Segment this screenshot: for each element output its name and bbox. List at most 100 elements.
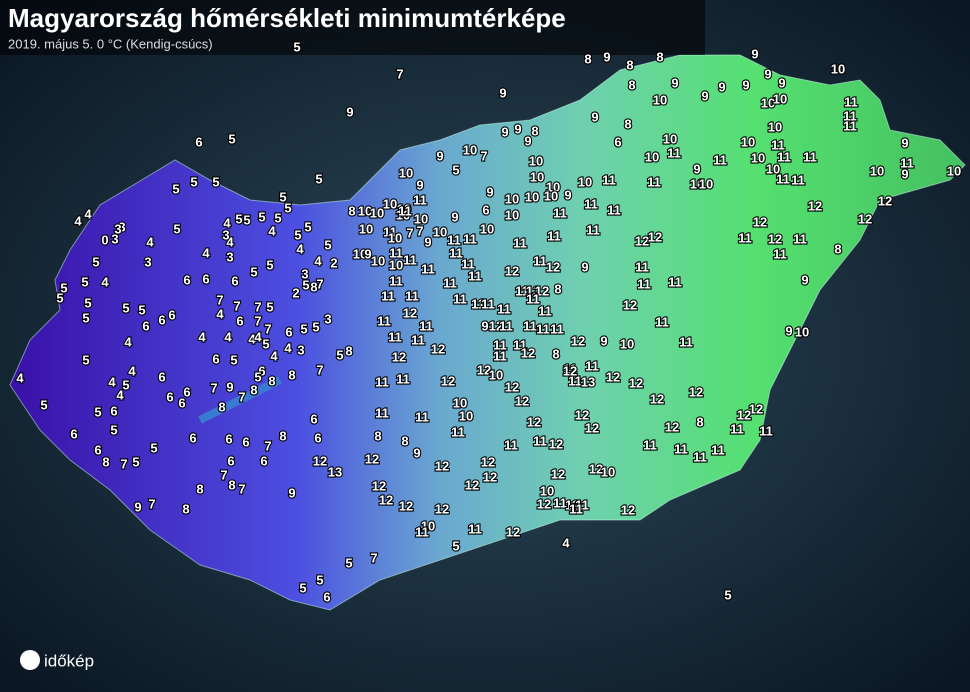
station-value: 10	[751, 150, 765, 165]
station-value: 6	[94, 442, 101, 457]
station-value: 7	[210, 380, 217, 395]
station-value: 5	[345, 555, 352, 570]
station-value: 12	[521, 345, 535, 360]
station-value: 5	[190, 174, 197, 189]
station-value: 11	[793, 231, 807, 246]
station-value: 11	[569, 501, 583, 516]
station-value: 5	[300, 321, 307, 336]
station-value: 4	[284, 340, 292, 355]
station-value: 12	[483, 469, 497, 484]
station-value: 12	[737, 407, 751, 422]
station-value: 10	[463, 142, 477, 157]
station-value: 5	[452, 162, 459, 177]
station-value: 12	[435, 501, 449, 516]
station-value: 3	[301, 266, 308, 281]
station-value: 10	[544, 188, 558, 203]
station-value: 10	[383, 196, 397, 211]
station-value: 11	[900, 155, 914, 170]
station-value: 4	[16, 370, 24, 385]
station-value: 4	[268, 223, 276, 238]
station-value: 6	[227, 453, 234, 468]
station-value: 8	[624, 116, 631, 131]
station-value: 12	[623, 297, 637, 312]
station-value: 11	[565, 497, 579, 512]
station-value: 11	[771, 137, 785, 152]
station-value: 9	[499, 85, 506, 100]
station-value: 12	[431, 341, 445, 356]
station-value: 8	[834, 241, 841, 256]
station-value: 12	[441, 373, 455, 388]
station-value: 0	[101, 232, 108, 247]
station-value: 9	[742, 77, 749, 92]
station-value: 10	[480, 221, 494, 236]
station-value: 4	[270, 348, 278, 363]
station-value: 11	[730, 421, 744, 436]
station-value: 12	[808, 198, 822, 213]
station-value: 11	[844, 94, 858, 109]
station-value: 8	[268, 373, 275, 388]
station-value: 5	[258, 209, 265, 224]
station-value: 12	[535, 283, 549, 298]
station-value: 3	[118, 219, 125, 234]
station-value: 11	[553, 495, 567, 510]
station-value: 3	[111, 231, 118, 246]
title: Magyarország hőmérsékleti minimumtérképe	[8, 3, 566, 33]
station-value: 8	[531, 123, 538, 138]
logo: időkép	[44, 651, 94, 670]
station-value: 13	[581, 374, 595, 389]
station-value: 8	[310, 279, 317, 294]
station-value: 6	[614, 134, 621, 149]
station-value: 11	[711, 442, 725, 457]
station-value: 5	[230, 352, 237, 367]
station-value: 5	[724, 587, 731, 602]
station-value: 8	[102, 454, 109, 469]
station-value: 10	[389, 257, 403, 272]
station-value: 5	[40, 397, 47, 412]
station-value: 10	[766, 161, 780, 176]
station-value: 11	[415, 409, 429, 424]
station-value: 7	[406, 225, 413, 240]
station-value: 10	[370, 205, 384, 220]
station-value: 10	[663, 131, 677, 146]
station-value: 4	[248, 331, 256, 346]
station-value: 12	[506, 524, 520, 539]
station-value: 5	[150, 440, 157, 455]
station-value: 11	[468, 268, 482, 283]
station-value: 10	[505, 207, 519, 222]
station-value: 12	[365, 451, 379, 466]
station-value: 5	[92, 254, 99, 269]
station-value: 11	[523, 318, 537, 333]
station-value: 12	[563, 363, 577, 378]
station-value: 9	[226, 379, 233, 394]
station-value: 12	[477, 362, 491, 377]
station-value: 7	[120, 456, 127, 471]
station-value: 11	[533, 433, 547, 448]
station-value: 11	[389, 245, 403, 260]
station-value: 12	[465, 477, 479, 492]
station-value: 5	[243, 212, 250, 227]
station-value: 8	[182, 501, 189, 516]
station-value: 7	[416, 223, 423, 238]
station-value: 11	[499, 318, 513, 333]
station-value: 4	[84, 206, 92, 221]
station-value: 5	[312, 319, 319, 334]
station-value: 8	[584, 51, 591, 66]
station-value: 11	[647, 174, 661, 189]
station-value: 7	[316, 276, 323, 291]
station-value: 9	[785, 323, 792, 338]
station-value: 9	[481, 318, 488, 333]
station-value: 11	[776, 171, 790, 186]
station-value: 4	[124, 334, 132, 349]
station-value: 6	[158, 312, 165, 327]
lake	[198, 376, 282, 424]
station-value: 10	[505, 191, 519, 206]
station-value: 11	[713, 152, 727, 167]
station-value: 11	[447, 232, 461, 247]
station-value: 6	[285, 324, 292, 339]
station-value: 4	[226, 234, 234, 249]
station-value: 10	[433, 224, 447, 239]
station-value: 11	[383, 224, 397, 239]
station-value: 9	[801, 272, 808, 287]
station-value: 5	[266, 257, 273, 272]
station-value: 6	[212, 351, 219, 366]
